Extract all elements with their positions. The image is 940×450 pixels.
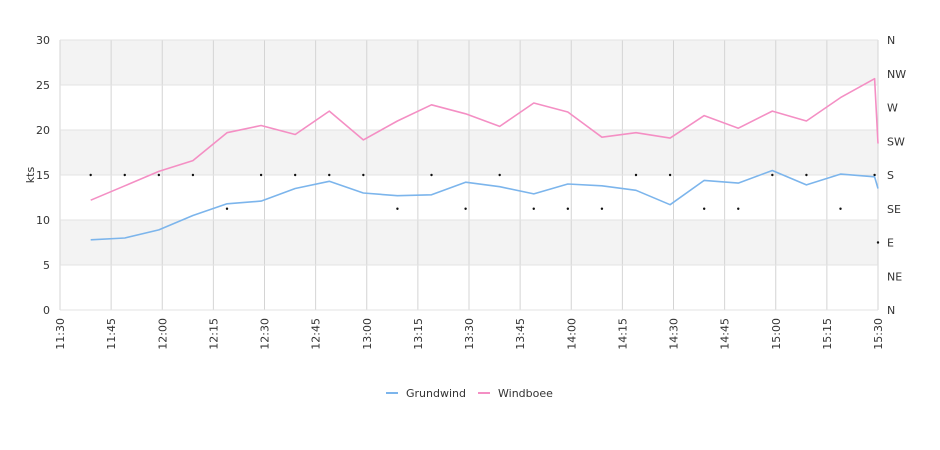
- y-tick-label: 10: [36, 214, 50, 227]
- direction-point: [737, 207, 740, 210]
- x-tick-label: 13:15: [412, 318, 425, 350]
- direction-point: [293, 173, 297, 177]
- x-tick-label: 13:00: [361, 318, 374, 350]
- direction-point: [157, 173, 161, 177]
- legend-item[interactable]: Windboee: [478, 387, 553, 400]
- direction-point: [225, 207, 229, 210]
- y-axis-ticks: 0 5 10 15 20 25 30: [36, 34, 50, 317]
- x-tick-label: 12:45: [310, 318, 323, 350]
- direction-point: [89, 173, 92, 177]
- y-tick-label: 30: [36, 34, 50, 47]
- direction-tick-label: N: [887, 304, 895, 317]
- direction-tick-label: W: [887, 102, 898, 115]
- horizontal-grid: [60, 39, 878, 311]
- legend-label: Grundwind: [406, 387, 466, 400]
- direction-point: [668, 173, 672, 177]
- direction-tick-label: N: [887, 34, 895, 47]
- direction-point: [634, 173, 638, 177]
- direction-point: [600, 207, 604, 210]
- direction-point: [396, 207, 399, 210]
- x-tick-label: 15:30: [872, 318, 885, 350]
- x-axis-ticks: 11:30 11:45 12:00 12:15 12:30 12:45 13:00 13:15…: [54, 318, 885, 350]
- direction-point: [702, 207, 706, 210]
- direction-axis-ticks: N NE E SE S SW W NW N: [887, 34, 906, 317]
- y-tick-label: 15: [36, 169, 50, 182]
- x-tick-label: 12:15: [207, 318, 220, 350]
- direction-point: [259, 173, 263, 177]
- direction-point: [805, 173, 808, 177]
- direction-point: [771, 173, 774, 177]
- direction-tick-label: NW: [887, 68, 906, 81]
- direction-point: [362, 173, 365, 177]
- direction-point: [328, 173, 331, 177]
- direction-point: [839, 207, 842, 210]
- series-lines: [90, 77, 879, 241]
- y-tick-label: 25: [36, 79, 50, 92]
- x-tick-label: 12:00: [156, 318, 169, 350]
- direction-point: [430, 173, 433, 177]
- direction-point: [873, 173, 876, 177]
- direction-tick-label: SW: [887, 135, 905, 148]
- legend-label: Windboee: [498, 387, 553, 400]
- x-tick-label: 14:30: [668, 318, 681, 350]
- direction-point: [464, 207, 467, 210]
- x-tick-label: 15:00: [770, 318, 783, 350]
- direction-tick-label: SE: [887, 203, 901, 216]
- direction-point: [498, 173, 501, 177]
- x-tick-label: 15:15: [821, 318, 834, 350]
- x-tick-label: 13:45: [514, 318, 527, 350]
- x-tick-label: 13:30: [463, 318, 476, 350]
- y-tick-label: 20: [36, 124, 50, 137]
- series-line-grundwind: [90, 169, 879, 241]
- legend[interactable]: Grundwind Windboee: [386, 387, 553, 400]
- direction-point: [191, 173, 195, 177]
- y-axis-title: kts: [24, 167, 37, 184]
- x-tick-label: 12:30: [259, 318, 272, 350]
- direction-point: [566, 207, 570, 210]
- direction-tick-label: E: [887, 237, 894, 250]
- y-tick-label: 0: [43, 304, 50, 317]
- x-tick-label: 14:00: [565, 318, 578, 350]
- y-tick-label: 5: [43, 259, 50, 272]
- direction-point: [876, 241, 880, 244]
- direction-point: [123, 173, 126, 177]
- direction-tick-label: NE: [887, 270, 902, 283]
- series-line-windboee: [90, 77, 879, 201]
- x-tick-label: 14:15: [616, 318, 629, 350]
- legend-item[interactable]: Grundwind: [386, 387, 466, 400]
- x-tick-label: 11:30: [54, 318, 67, 350]
- x-tick-label: 14:45: [719, 318, 732, 350]
- direction-tick-label: S: [887, 169, 894, 182]
- direction-points: [89, 173, 880, 244]
- x-tick-label: 11:45: [105, 318, 118, 350]
- direction-point: [532, 207, 535, 210]
